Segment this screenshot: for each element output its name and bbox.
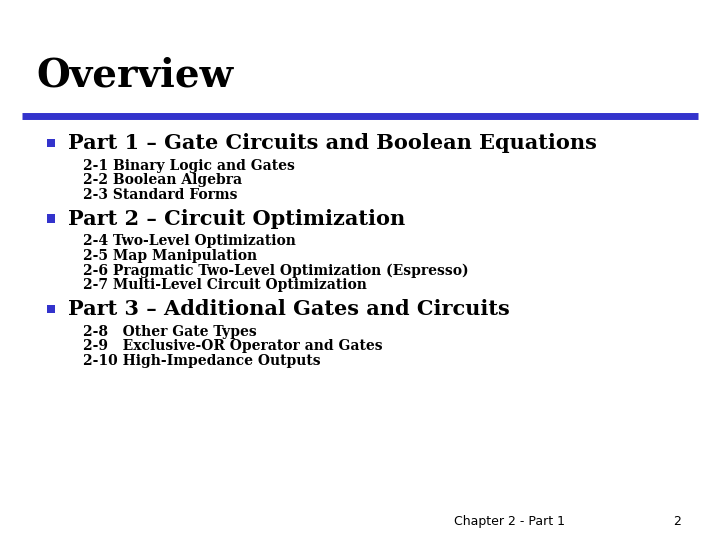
FancyBboxPatch shape bbox=[47, 214, 55, 223]
Text: 2-8   Other Gate Types: 2-8 Other Gate Types bbox=[83, 325, 256, 339]
Text: Part 1 – Gate Circuits and Boolean Equations: Part 1 – Gate Circuits and Boolean Equat… bbox=[68, 133, 598, 153]
Text: 2-2 Boolean Algebra: 2-2 Boolean Algebra bbox=[83, 173, 242, 187]
Text: 2-7 Multi-Level Circuit Optimization: 2-7 Multi-Level Circuit Optimization bbox=[83, 278, 366, 292]
Text: 2-6 Pragmatic Two-Level Optimization (Espresso): 2-6 Pragmatic Two-Level Optimization (Es… bbox=[83, 264, 469, 278]
Text: 2-9   Exclusive-OR Operator and Gates: 2-9 Exclusive-OR Operator and Gates bbox=[83, 339, 382, 353]
Text: 2-1 Binary Logic and Gates: 2-1 Binary Logic and Gates bbox=[83, 159, 294, 173]
Text: 2-10 High-Impedance Outputs: 2-10 High-Impedance Outputs bbox=[83, 354, 320, 368]
Text: 2-4 Two-Level Optimization: 2-4 Two-Level Optimization bbox=[83, 234, 296, 248]
Text: 2-3 Standard Forms: 2-3 Standard Forms bbox=[83, 188, 238, 202]
FancyBboxPatch shape bbox=[47, 305, 55, 313]
Text: 2: 2 bbox=[673, 515, 681, 528]
Text: Part 2 – Circuit Optimization: Part 2 – Circuit Optimization bbox=[68, 208, 405, 229]
Text: Part 3 – Additional Gates and Circuits: Part 3 – Additional Gates and Circuits bbox=[68, 299, 510, 319]
FancyBboxPatch shape bbox=[47, 139, 55, 147]
Text: Overview: Overview bbox=[36, 57, 233, 94]
Text: Chapter 2 - Part 1: Chapter 2 - Part 1 bbox=[454, 515, 564, 528]
Text: 2-5 Map Manipulation: 2-5 Map Manipulation bbox=[83, 249, 257, 263]
